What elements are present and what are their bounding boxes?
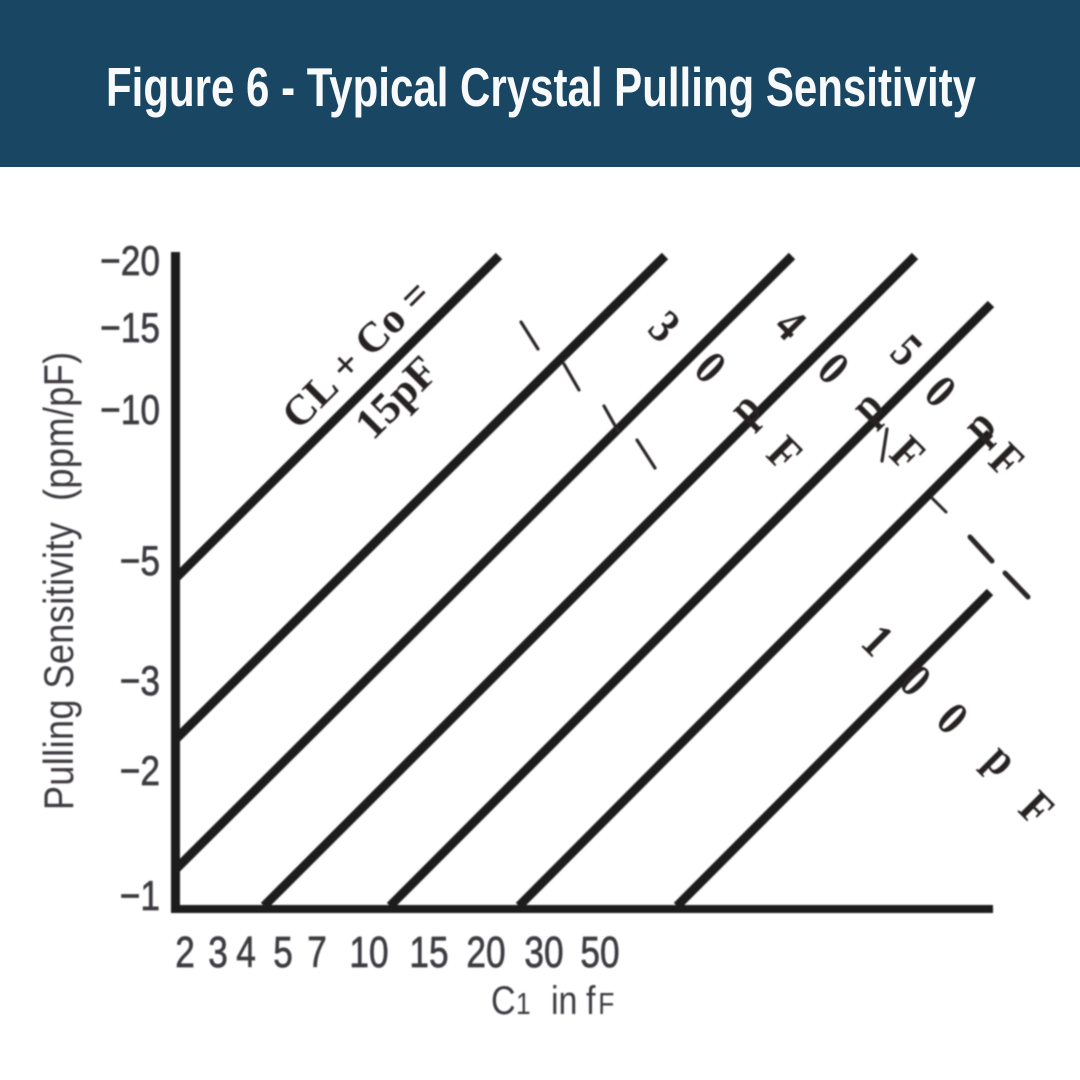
svg-text:3: 3 <box>208 928 228 977</box>
svg-text:−2: −2 <box>120 748 160 795</box>
svg-text:−5: −5 <box>120 538 160 585</box>
svg-text:−20: −20 <box>100 238 160 285</box>
svg-text:Pulling Sensitivity (ppm/pF): Pulling Sensitivity (ppm/pF) <box>37 352 83 810</box>
svg-text:15: 15 <box>409 928 448 977</box>
svg-text:F: F <box>757 425 813 481</box>
svg-text:F: F <box>880 425 936 481</box>
svg-text:50: 50 <box>580 928 619 977</box>
svg-text:10: 10 <box>349 928 388 977</box>
svg-text:4: 4 <box>765 298 818 351</box>
svg-text:−15: −15 <box>100 305 160 352</box>
svg-text:Figure 6 - Typical Crystal Pul: Figure 6 - Typical Crystal Pulling Sensi… <box>106 56 976 118</box>
svg-text:7: 7 <box>307 928 327 977</box>
svg-text:4: 4 <box>236 928 256 977</box>
svg-text:F: F <box>1009 780 1065 836</box>
svg-text:1: 1 <box>852 614 905 667</box>
svg-text:0: 0 <box>927 692 980 745</box>
svg-text:−3: −3 <box>120 658 160 705</box>
svg-text:5: 5 <box>273 928 293 977</box>
svg-text:p: p <box>975 732 1029 786</box>
svg-text:2: 2 <box>175 928 195 977</box>
svg-text:20: 20 <box>466 928 505 977</box>
svg-text:30: 30 <box>524 928 563 977</box>
svg-text:−10: −10 <box>100 387 160 434</box>
svg-text:−1: −1 <box>120 873 160 920</box>
svg-text:3: 3 <box>639 300 692 353</box>
